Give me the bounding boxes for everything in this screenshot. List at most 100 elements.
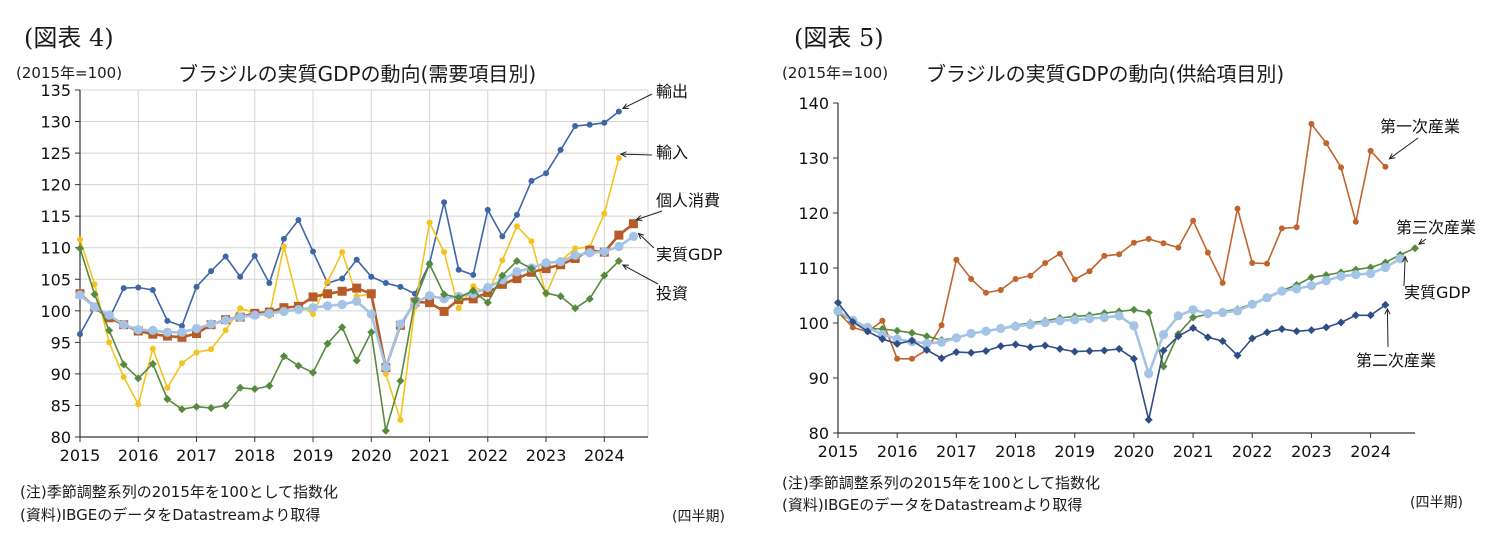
fig4-series-1-point-1	[91, 281, 98, 288]
fig4-series-1-point-25	[441, 249, 448, 256]
fig5-series-0-point-11	[997, 287, 1004, 293]
fig4-xtick-label-2017: 2017	[176, 446, 217, 465]
fig4-series-1-point-26	[455, 305, 462, 312]
fig4-series-2-point-25	[439, 306, 449, 316]
fig4-series-0-point-37	[615, 108, 622, 115]
fig4-series-0-point-18	[339, 275, 346, 282]
fig5-series-2-point-3	[877, 329, 887, 340]
fig5-series-0-point-25	[1204, 249, 1211, 256]
fig4-series-1-point-27	[470, 283, 477, 290]
fig5-series-0-point-36	[1367, 147, 1374, 154]
fig4-series-3-point-16	[308, 303, 318, 313]
fig4-series-0-point-4	[135, 284, 142, 291]
fig5-series-3-point-31	[1292, 327, 1301, 336]
fig4-series-0-point-20	[368, 273, 375, 280]
fig5-series-2-point-23	[1173, 311, 1183, 321]
fig4-series-4-point-26	[454, 293, 463, 302]
figure-4-chart: 80 85 90 95 100 105 110 115 120 125 130 135 2015 2016…	[40, 81, 722, 465]
fig4-series-1-point-14	[280, 243, 287, 250]
fig5-series-3-point-23	[1174, 332, 1183, 341]
fig5-series-2-point-36	[1366, 268, 1376, 279]
fig4-ytick-label-90: 90	[51, 365, 71, 384]
fig4-series-0-point-35	[586, 121, 593, 128]
fig5-ytick-label-90: 90	[809, 369, 829, 388]
fig4-series-1-point-17	[324, 278, 331, 285]
fig5-series-3-point-28	[1248, 334, 1257, 343]
fig5-series-2-point-20	[1129, 321, 1139, 331]
fig5-series-2-point-24	[1188, 305, 1198, 315]
fig4-annotation-arrow-0	[622, 93, 653, 109]
fig4-annotation-2: 個人消費	[656, 191, 720, 210]
fig5-series-1-point-20	[1129, 305, 1138, 314]
fig4-series-4-point-11	[236, 383, 245, 392]
fig4-xtick-label-2021: 2021	[409, 446, 450, 465]
fig4-ytick-label-125: 125	[40, 144, 71, 163]
fig5-series-3-point-9	[967, 348, 976, 357]
fig4-series-1-point-30	[513, 223, 520, 230]
fig5-series-0-point-20	[1130, 239, 1137, 246]
fig4-annotation-arrowhead-0	[621, 103, 629, 109]
fig5-xtick-label-2024: 2024	[1350, 442, 1391, 461]
fig4-series-4-point-36	[600, 271, 609, 280]
fig5-series-3-point-3	[878, 334, 887, 343]
fig5-series-0-point-37	[1382, 163, 1389, 170]
fig4-series-1-point-0	[77, 236, 83, 243]
fig5-series-0-point-3	[879, 317, 886, 324]
fig4-series-0-point-22	[397, 283, 404, 290]
fig4-series-1-point-4	[135, 401, 142, 408]
fig5-series-0-point-4	[894, 355, 901, 362]
fig5-series-0-point-26	[1219, 279, 1226, 286]
fig5-series-2-point-28	[1247, 299, 1257, 309]
fig5-series-3-point-0	[834, 298, 842, 307]
fig5-series-0-point-8	[953, 256, 960, 263]
fig5-series-3-point-10	[981, 347, 990, 356]
fig5-xtick-label-2020: 2020	[1114, 442, 1155, 461]
fig5-annotation-arrow-2	[1403, 256, 1406, 287]
fig4-series-0-point-27	[470, 271, 477, 278]
fig4-series-3-point-33	[556, 257, 566, 267]
fig4-annotation-1: 輸入	[656, 143, 688, 162]
fig4-series-4-point-23	[410, 296, 419, 305]
fig4-xtick-label-2022: 2022	[467, 446, 508, 465]
fig4-ytick-label-110: 110	[40, 239, 71, 258]
fig5-series-1-point-22	[1159, 362, 1168, 371]
fig5-series-3-point-18	[1100, 346, 1109, 355]
fig5-xtick-label-2021: 2021	[1173, 442, 1214, 461]
fig4-series-0-point-29	[499, 233, 506, 240]
fig5-ytick-label-130: 130	[798, 149, 829, 168]
fig5-series-3-point-14	[1041, 341, 1050, 350]
figure-4-source: (資料)IBGEのデータをDatastreamより取得	[20, 506, 321, 524]
fig5-series-2-point-38	[1395, 254, 1405, 264]
fig5-series-3-point-22	[1159, 346, 1168, 355]
fig5-series-0-point-29	[1264, 260, 1271, 267]
fig4-series-2-point-8	[192, 329, 202, 339]
fig5-series-3-point-6	[922, 345, 931, 354]
fig5-series-2-point-6	[922, 338, 932, 348]
fig4-series-3-point-3	[119, 320, 129, 330]
fig5-series-0-point-22	[1160, 240, 1167, 247]
fig4-series-4-point-19	[352, 356, 361, 365]
fig4-series-4-point-8	[192, 402, 201, 411]
fig4-xtick-label-2024: 2024	[584, 446, 625, 465]
fig4-series-2-point-38	[628, 219, 638, 229]
fig5-series-1-point-6	[922, 332, 931, 341]
fig5-series-3-point-16	[1070, 347, 1079, 356]
fig5-series-3-point-26	[1218, 337, 1227, 346]
fig5-series-0-point-1	[849, 324, 856, 331]
fig4-series-1-line	[79, 157, 620, 421]
fig4-series-0-point-13	[266, 280, 273, 287]
fig4-annotation-arrowhead-2	[635, 215, 643, 221]
fig5-series-0-point-10	[982, 289, 989, 296]
fig4-series-4-point-35	[585, 294, 594, 303]
fig4-series-3-point-29	[497, 275, 507, 285]
fig5-series-0-point-7	[938, 322, 945, 329]
fig4-series-0-point-33	[557, 146, 564, 153]
fig5-series-3-point-32	[1307, 326, 1316, 335]
fig4-series-1-point-16	[310, 310, 317, 317]
fig5-series-3-point-2	[863, 327, 872, 336]
fig4-series-4-point-2	[105, 326, 114, 335]
fig5-annotation-arrowhead-0	[1388, 153, 1396, 160]
fig4-series-0-point-30	[513, 211, 520, 218]
fig4-series-3-point-15	[293, 304, 304, 315]
fig4-annotation-arrow-3	[638, 233, 655, 249]
